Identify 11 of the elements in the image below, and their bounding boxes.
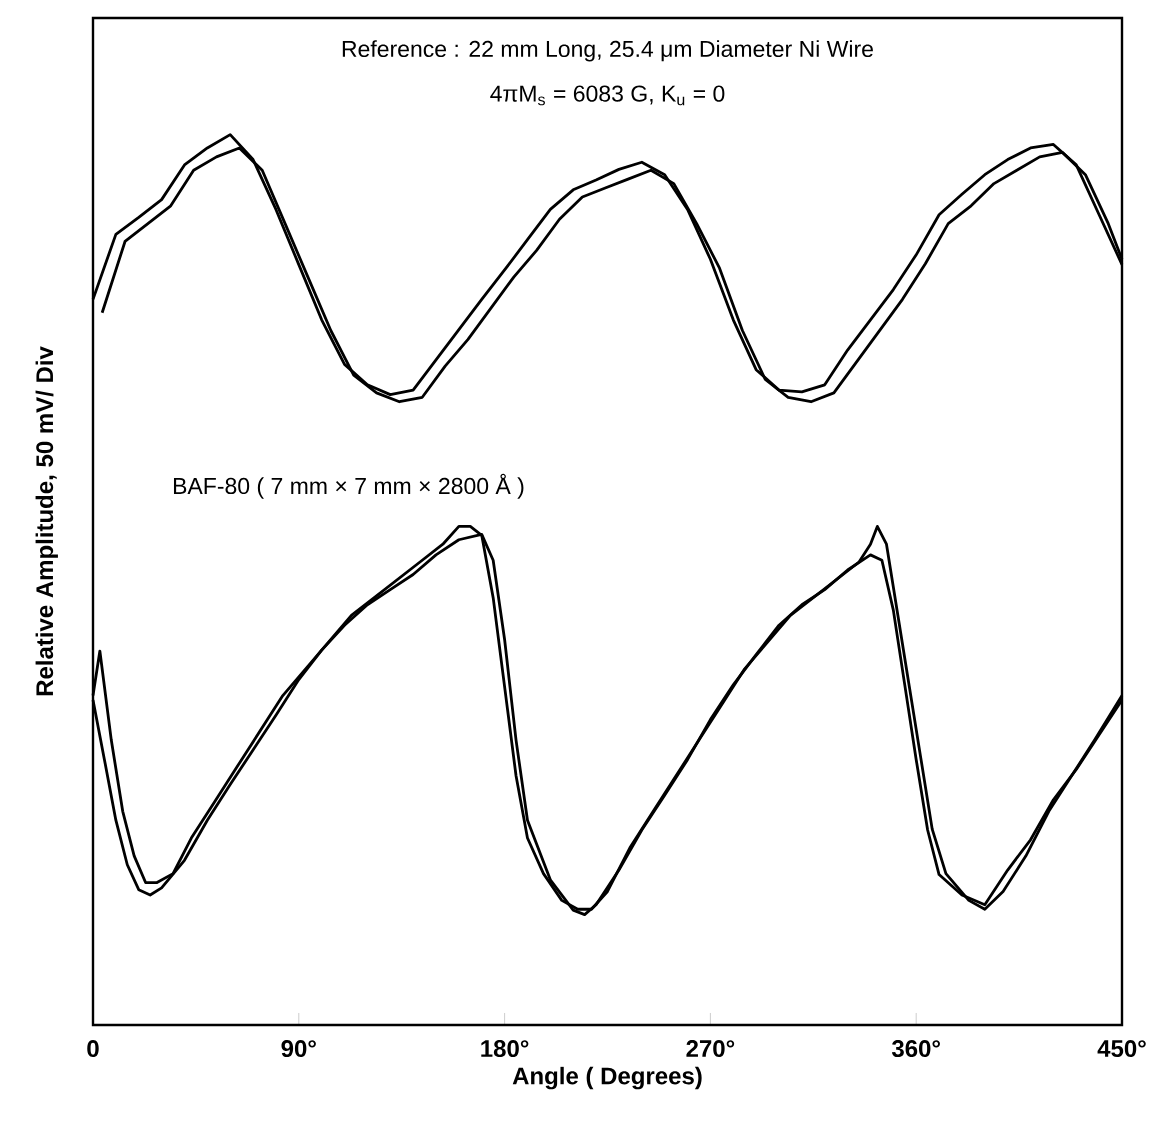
y-axis-title: Relative Amplitude, 50 mV/ Div — [35, 346, 58, 696]
chart-title: Reference : 22 mm Long, 25.4 μm Diameter Ni Wire — [342, 40, 873, 62]
x-axis-title: Angle ( Degrees) — [512, 1066, 702, 1090]
x-tick-label: 0 — [87, 1040, 99, 1058]
x-tick-label: 90° — [281, 1040, 316, 1058]
x-tick-label: 180° — [481, 1040, 529, 1058]
x-tick-label: 270° — [686, 1040, 735, 1058]
x-tick-label: 360° — [891, 1040, 940, 1058]
annotation: BAF-80 ( 7 mm × 7 mm × 2800 Å ) — [173, 473, 524, 499]
x-tick-label: 450° — [1097, 1040, 1146, 1058]
chart-subtitle: 4πM$_{s}$ = 6083 G, K$_{u}$ = 0 — [490, 85, 725, 106]
